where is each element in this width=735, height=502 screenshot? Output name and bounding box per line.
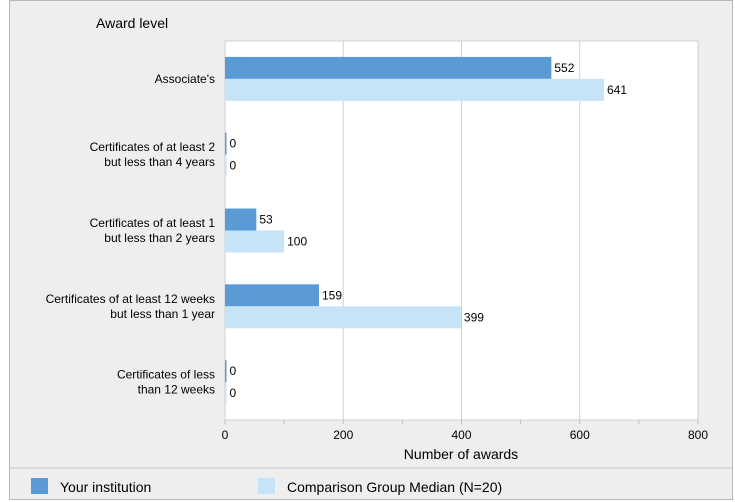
category-label: Certificates of at least 1 [90,216,216,230]
data-label: 0 [230,159,237,173]
category-label: but less than 1 year [110,307,215,321]
category-label: than 12 weeks [138,383,215,397]
data-label: 641 [607,83,627,97]
x-tick-labels: 0 200 400 600 800 [222,428,709,442]
bar [225,284,320,307]
gridlines [224,41,699,424]
bar [225,154,227,177]
legend-label: Comparison Group Median (N=20) [287,479,502,495]
bar [225,78,604,101]
legend-label: Your institution [60,479,151,495]
data-label: 159 [322,288,342,302]
bar [225,382,227,405]
data-label: 0 [230,364,237,378]
x-tick-label: 0 [222,428,229,442]
bar [225,306,461,329]
bar [225,208,257,231]
bar [225,56,552,79]
bar [225,230,285,253]
legend-swatch [31,478,48,494]
legend-swatch [258,478,275,494]
category-label: Certificates of at least 2 [90,140,216,154]
category-label: but less than 4 years [104,155,215,169]
legend: Your institution Comparison Group Median … [10,467,732,495]
bars-group: 552 641 0 0 53 100 159 399 0 0 [225,56,627,405]
data-label: 0 [230,386,237,400]
x-tick-label: 600 [570,428,590,442]
data-label: 100 [287,235,307,249]
category-label: Associate's [155,72,215,86]
category-label: Certificates of less [117,368,215,382]
category-label: Certificates of at least 12 weeks [46,292,215,306]
data-label: 552 [554,61,574,75]
x-tick-label: 200 [333,428,353,442]
x-axis-title: Number of awards [404,446,518,462]
data-label: 399 [464,310,484,324]
category-label: but less than 2 years [104,231,215,245]
data-label: 53 [259,213,273,227]
chart-title: Award level [96,15,168,31]
x-tick-label: 400 [451,428,471,442]
bar [225,360,227,383]
x-tick-label: 800 [688,428,708,442]
bar [225,132,227,155]
data-label: 0 [230,137,237,151]
